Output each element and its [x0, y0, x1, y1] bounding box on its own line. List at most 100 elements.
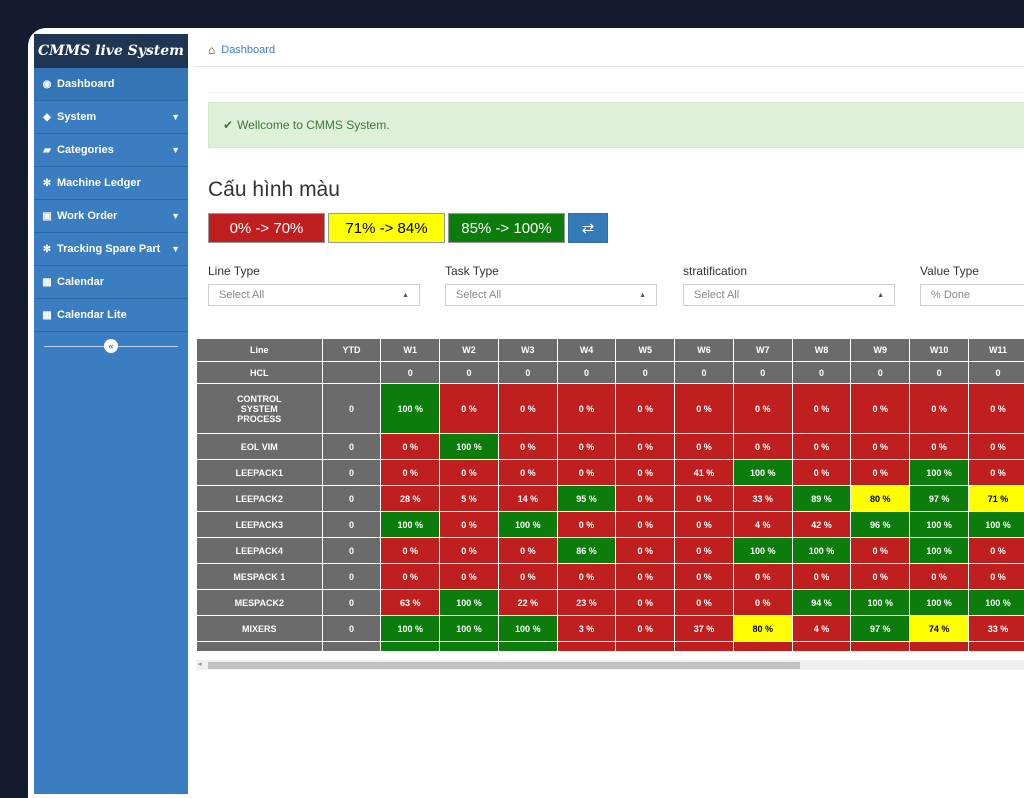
week-cell[interactable]: 95 % — [557, 486, 616, 512]
column-header[interactable]: W4 — [557, 339, 616, 362]
week-cell[interactable]: 0 % — [675, 486, 734, 512]
week-cell[interactable] — [792, 642, 851, 652]
week-cell[interactable]: 0 — [792, 362, 851, 384]
sidebar-item-calendar-lite[interactable]: ▦Calendar Lite — [34, 299, 188, 332]
column-header[interactable]: W1 — [381, 339, 440, 362]
sidebar-item-system[interactable]: ◆System▼ — [34, 101, 188, 134]
week-cell[interactable]: 0 % — [910, 434, 969, 460]
week-cell[interactable]: 0 % — [851, 460, 910, 486]
week-cell[interactable]: 0 % — [969, 384, 1024, 434]
week-cell[interactable]: 100 % — [969, 590, 1024, 616]
week-cell[interactable]: 22 % — [498, 590, 557, 616]
week-cell[interactable]: 0 % — [616, 564, 675, 590]
week-cell[interactable] — [969, 642, 1024, 652]
week-cell[interactable]: 0 % — [910, 564, 969, 590]
week-cell[interactable]: 0 % — [675, 512, 734, 538]
week-cell[interactable]: 0 — [675, 362, 734, 384]
week-cell[interactable]: 86 % — [557, 538, 616, 564]
week-cell[interactable]: 3 % — [557, 616, 616, 642]
week-cell[interactable]: 100 % — [381, 384, 440, 434]
week-cell[interactable] — [851, 642, 910, 652]
column-header[interactable]: W2 — [440, 339, 499, 362]
week-cell[interactable]: 0 % — [616, 434, 675, 460]
collapse-sidebar-icon[interactable]: « — [104, 339, 118, 353]
week-cell[interactable]: 0 % — [792, 434, 851, 460]
week-cell[interactable]: 0 % — [498, 460, 557, 486]
week-cell[interactable]: 0 % — [675, 564, 734, 590]
horizontal-scrollbar[interactable]: ◂ — [196, 660, 1024, 670]
week-cell[interactable]: 0 % — [616, 538, 675, 564]
week-cell[interactable]: 100 % — [910, 538, 969, 564]
week-cell[interactable]: 33 % — [733, 486, 792, 512]
column-header[interactable]: W9 — [851, 339, 910, 362]
week-cell[interactable]: 0 — [851, 362, 910, 384]
week-cell[interactable]: 89 % — [792, 486, 851, 512]
task-type-select[interactable]: Select All ▲ — [445, 284, 657, 306]
week-cell[interactable]: 0 % — [440, 564, 499, 590]
column-header[interactable]: W6 — [675, 339, 734, 362]
week-cell[interactable]: 0 % — [498, 564, 557, 590]
week-cell[interactable]: 100 % — [498, 616, 557, 642]
week-cell[interactable]: 100 % — [910, 512, 969, 538]
stratification-select[interactable]: Select All ▲ — [683, 284, 895, 306]
sidebar-item-machine-ledger[interactable]: ✻Machine Ledger — [34, 167, 188, 200]
column-header[interactable]: W11 — [969, 339, 1024, 362]
exchange-icon[interactable]: ⇄ — [568, 213, 608, 243]
week-cell[interactable]: 80 % — [851, 486, 910, 512]
week-cell[interactable]: 42 % — [792, 512, 851, 538]
week-cell[interactable]: 0 % — [675, 434, 734, 460]
week-cell[interactable] — [733, 642, 792, 652]
week-cell[interactable]: 100 % — [733, 538, 792, 564]
week-cell[interactable]: 0 % — [675, 590, 734, 616]
week-cell[interactable] — [440, 642, 499, 652]
sidebar-item-categories[interactable]: ▰Categories▼ — [34, 134, 188, 167]
week-cell[interactable]: 100 % — [733, 460, 792, 486]
week-cell[interactable]: 0 % — [381, 564, 440, 590]
week-cell[interactable]: 0 % — [498, 538, 557, 564]
week-cell[interactable]: 100 % — [381, 616, 440, 642]
week-cell[interactable]: 0 % — [557, 384, 616, 434]
week-cell[interactable]: 63 % — [381, 590, 440, 616]
week-cell[interactable]: 28 % — [381, 486, 440, 512]
week-cell[interactable]: 0 % — [616, 590, 675, 616]
week-cell[interactable]: 0 — [616, 362, 675, 384]
week-cell[interactable]: 4 % — [733, 512, 792, 538]
week-cell[interactable]: 96 % — [851, 512, 910, 538]
column-header[interactable]: W5 — [616, 339, 675, 362]
week-cell[interactable]: 100 % — [440, 434, 499, 460]
column-header[interactable]: W8 — [792, 339, 851, 362]
week-cell[interactable]: 0 % — [851, 384, 910, 434]
week-cell[interactable]: 0 % — [498, 434, 557, 460]
sidebar-item-tracking-spare-part[interactable]: ✻Tracking Spare Part▼ — [34, 233, 188, 266]
column-header[interactable]: W3 — [498, 339, 557, 362]
week-cell[interactable]: 97 % — [851, 616, 910, 642]
week-cell[interactable]: 100 % — [440, 616, 499, 642]
week-cell[interactable]: 0 % — [792, 564, 851, 590]
week-cell[interactable] — [381, 642, 440, 652]
week-cell[interactable]: 97 % — [910, 486, 969, 512]
week-cell[interactable]: 100 % — [381, 512, 440, 538]
week-cell[interactable]: 0 % — [616, 512, 675, 538]
week-cell[interactable]: 100 % — [969, 512, 1024, 538]
week-cell[interactable]: 0 % — [498, 384, 557, 434]
column-header[interactable]: W7 — [733, 339, 792, 362]
week-cell[interactable]: 0 % — [969, 434, 1024, 460]
week-cell[interactable]: 0 % — [381, 460, 440, 486]
week-cell[interactable]: 0 % — [851, 538, 910, 564]
week-cell[interactable]: 0 % — [440, 460, 499, 486]
week-cell[interactable]: 0 % — [381, 434, 440, 460]
week-cell[interactable]: 0 — [498, 362, 557, 384]
column-header[interactable]: YTD — [322, 339, 381, 362]
week-cell[interactable]: 4 % — [792, 616, 851, 642]
week-cell[interactable] — [557, 642, 616, 652]
breadcrumb-dashboard-link[interactable]: Dashboard — [221, 44, 275, 56]
sidebar-item-dashboard[interactable]: ◉Dashboard — [34, 68, 188, 101]
scrollbar-thumb[interactable] — [208, 662, 800, 669]
week-cell[interactable]: 0 % — [969, 538, 1024, 564]
week-cell[interactable]: 0 — [440, 362, 499, 384]
week-cell[interactable]: 100 % — [440, 590, 499, 616]
week-cell[interactable]: 0 % — [733, 564, 792, 590]
week-cell[interactable]: 71 % — [969, 486, 1024, 512]
scroll-left-icon[interactable]: ◂ — [198, 660, 202, 668]
